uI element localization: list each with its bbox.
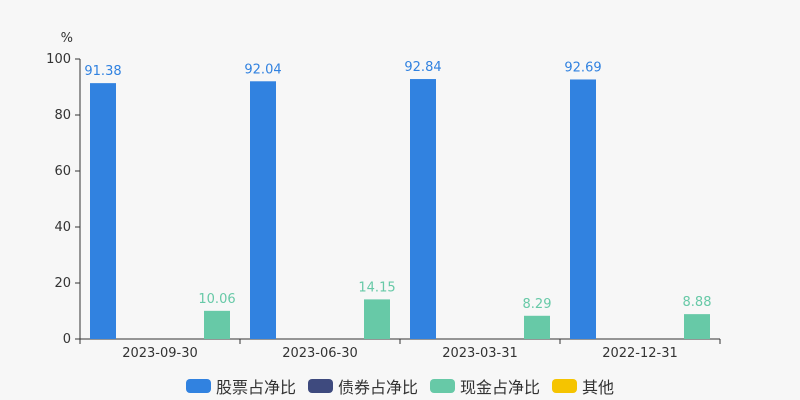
y-tick-label: 0 [63,332,71,347]
chart-legend: 股票占净比 债券占净比 现金占净比 其他 [0,374,800,398]
bar-chart: % 0 20 40 60 80 100 2023-09-30 2023-06-30 2023-03… [46,31,721,361]
bar-value-label: 8.29 [523,297,552,312]
bar [524,315,550,339]
legend-item[interactable]: 债券占净比 [307,374,418,398]
legend-label: 其他 [582,378,615,397]
legend-swatch [430,379,455,393]
bar [570,79,596,339]
bar-value-label: 91.38 [84,64,121,79]
bar [410,79,436,339]
legend-swatch [307,379,333,393]
legend-label: 股票占净比 [215,378,296,397]
x-tick-label: 2023-03-31 [442,346,518,361]
y-tick-label: 40 [54,220,71,235]
x-tick-label: 2022-12-31 [602,346,678,361]
x-tick-label: 2023-09-30 [122,346,198,361]
legend-item[interactable]: 现金占净比 [430,374,540,398]
y-axis-unit-label: % [61,31,73,46]
bar [250,81,276,340]
bar-value-label: 14.15 [358,280,395,295]
bar [364,299,390,339]
legend-label: 债券占净比 [337,378,418,397]
bar [684,314,710,339]
bar [90,83,116,339]
y-tick-label: 60 [54,164,71,179]
bar-value-label: 10.06 [198,292,235,307]
bar-value-label: 92.69 [564,60,601,75]
y-tick-label: 100 [46,52,71,67]
y-tick-label: 20 [54,276,71,291]
bar [204,310,230,339]
bar-value-label: 8.88 [683,295,712,310]
bar-value-label: 92.84 [404,60,441,75]
bar-value-label: 92.04 [244,62,281,77]
legend-label: 现金占净比 [460,378,541,397]
legend-item[interactable]: 其他 [552,374,614,398]
x-tick-label: 2023-06-30 [282,346,358,361]
legend-swatch [185,379,211,393]
legend-swatch [552,379,578,393]
y-tick-label: 80 [54,108,71,123]
legend-item[interactable]: 股票占净比 [185,374,296,398]
